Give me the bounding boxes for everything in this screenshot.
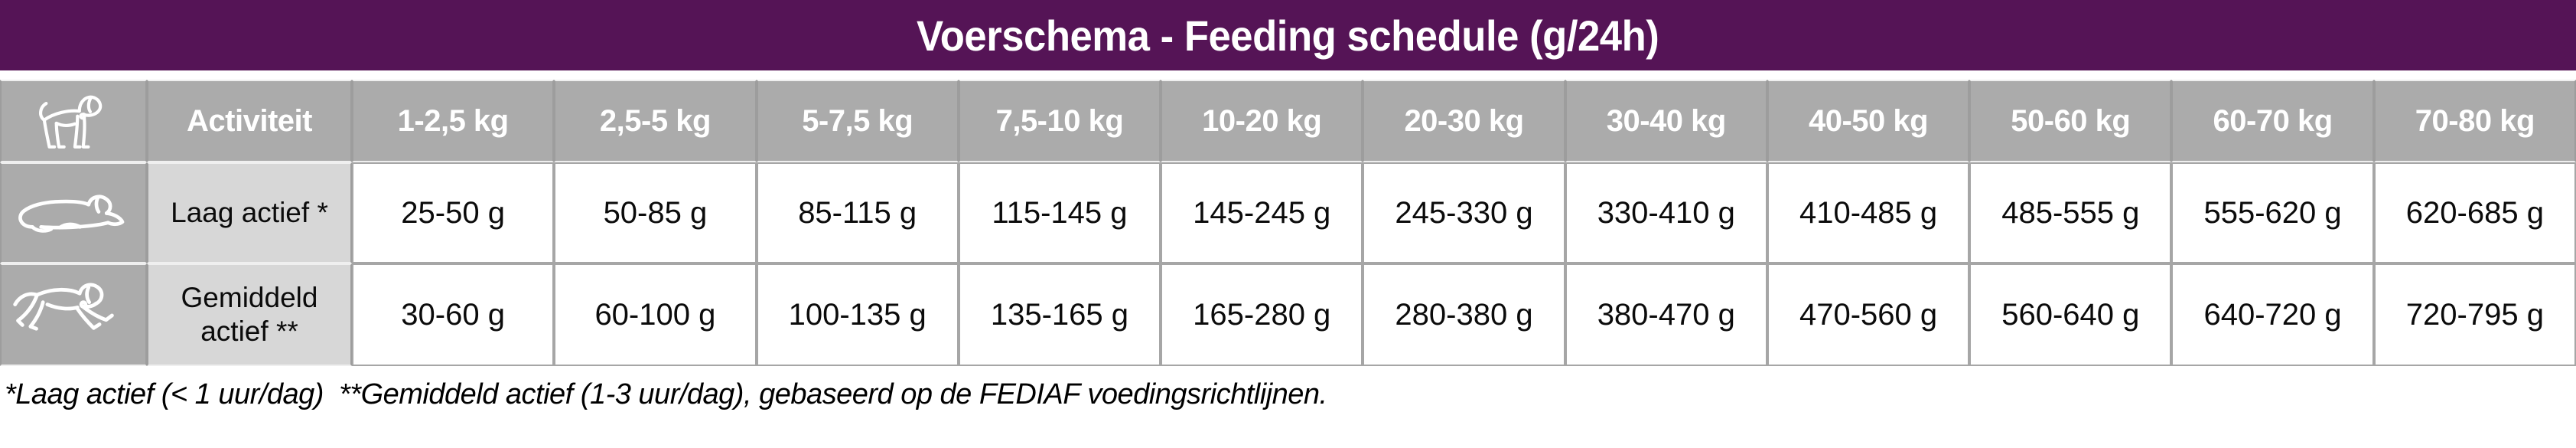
value-cell: 560-640 g <box>1969 263 2172 366</box>
value-cell: 50-85 g <box>554 162 757 263</box>
value-cell: 280-380 g <box>1363 263 1565 366</box>
value-cell: 115-145 g <box>958 162 1161 263</box>
column-header-weight-1: 1-2,5 kg <box>352 80 555 162</box>
value-cell: 85-115 g <box>756 162 959 263</box>
value-cell: 555-620 g <box>2171 162 2374 263</box>
value-cell: 135-165 g <box>958 263 1161 366</box>
column-header-weight-8: 40-50 kg <box>1767 80 1970 162</box>
activity-label: Laag actief * <box>147 162 352 263</box>
value-cell: 100-135 g <box>756 263 959 366</box>
value-cell: 245-330 g <box>1363 162 1565 263</box>
value-cell: 165-280 g <box>1161 263 1363 366</box>
value-cell: 145-245 g <box>1161 162 1363 263</box>
value-cell: 470-560 g <box>1767 263 1970 366</box>
column-header-weight-3: 5-7,5 kg <box>756 80 959 162</box>
page-title: Voerschema - Feeding schedule (g/24h) <box>917 11 1659 60</box>
value-cell: 485-555 g <box>1969 162 2172 263</box>
column-header-weight-5: 10-20 kg <box>1161 80 1363 162</box>
value-cell: 620-685 g <box>2373 162 2576 263</box>
column-header-weight-11: 70-80 kg <box>2373 80 2576 162</box>
value-cell: 60-100 g <box>554 263 757 366</box>
value-cell: 640-720 g <box>2171 263 2374 366</box>
activity-label: Gemiddeld actief ** <box>147 263 352 366</box>
row-icon-cell <box>0 263 147 366</box>
value-cell: 410-485 g <box>1767 162 1970 263</box>
title-banner: Voerschema - Feeding schedule (g/24h) <box>0 0 2576 70</box>
value-cell: 30-60 g <box>352 263 555 366</box>
column-header-weight-4: 7,5-10 kg <box>958 80 1161 162</box>
row-icon-cell <box>0 162 147 263</box>
column-header-weight-9: 50-60 kg <box>1969 80 2172 162</box>
value-cell: 380-470 g <box>1565 263 1767 366</box>
column-header-weight-7: 30-40 kg <box>1565 80 1767 162</box>
header-icon-cell <box>0 80 147 162</box>
feeding-table: Activiteit 1-2,5 kg 2,5-5 kg 5-7,5 kg 7,… <box>0 80 2576 366</box>
column-header-weight-2: 2,5-5 kg <box>554 80 757 162</box>
lying-dog-icon <box>12 182 135 244</box>
value-cell: 720-795 g <box>2373 263 2576 366</box>
column-header-weight-10: 60-70 kg <box>2171 80 2374 162</box>
column-header-activity: Activiteit <box>147 80 352 162</box>
column-header-weight-6: 20-30 kg <box>1363 80 1565 162</box>
footnote: *Laag actief (< 1 uur/dag) **Gemiddeld a… <box>5 378 1327 410</box>
running-dog-icon <box>9 278 138 352</box>
standing-dog-icon <box>32 84 116 158</box>
value-cell: 330-410 g <box>1565 162 1767 263</box>
value-cell: 25-50 g <box>352 162 555 263</box>
